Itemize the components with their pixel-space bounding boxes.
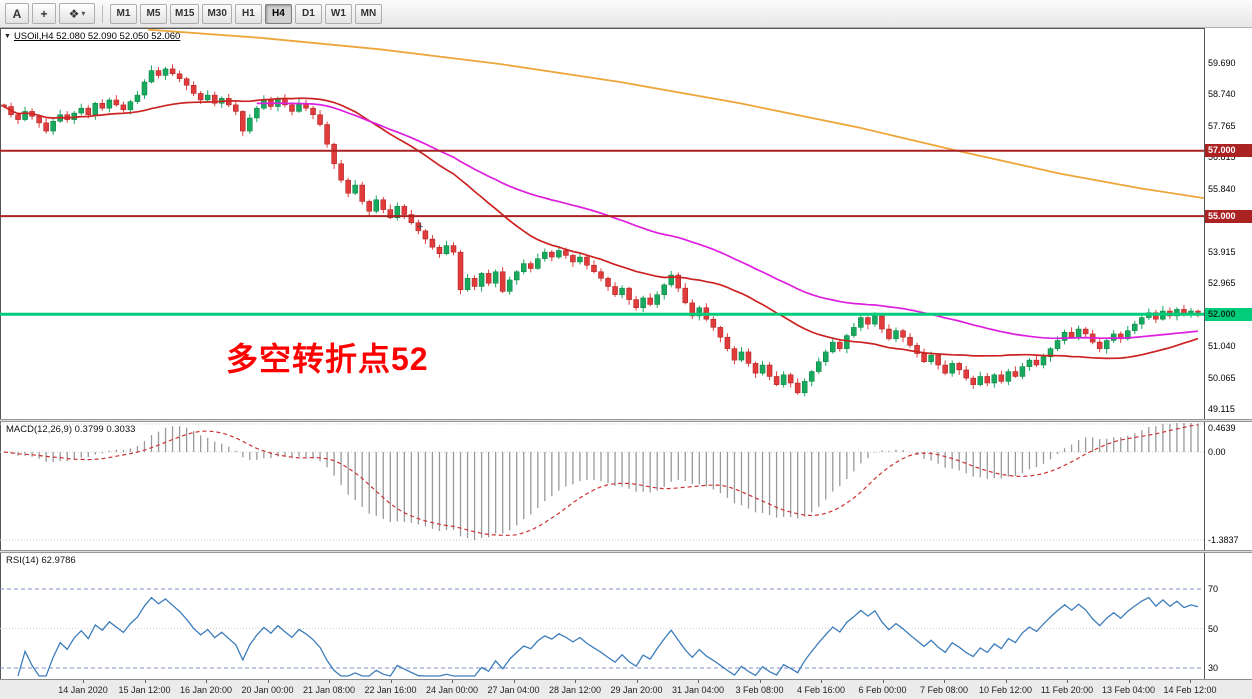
time-axis-tick (944, 680, 945, 683)
price-axis-label: 52.965 (1208, 277, 1236, 288)
timeframe-button-w1[interactable]: W1 (324, 3, 352, 24)
text-label-tool-button[interactable]: A (5, 3, 29, 24)
time-axis-tick (1067, 680, 1068, 683)
macd-label: MACD(12,26,9) 0.3799 0.3033 (6, 424, 136, 435)
timeframe-button-m5[interactable]: M5 (140, 3, 167, 24)
time-axis-tick (1128, 680, 1130, 683)
rsi-axis[interactable]: 70 50 30 (1204, 553, 1252, 679)
time-axis-tick (759, 680, 761, 683)
price-axis-label: 50.065 (1208, 372, 1236, 383)
macd-axis[interactable]: 0.4639 0.00 -1.3837 (1204, 422, 1252, 550)
time-axis-label: 10 Feb 12:00 (978, 685, 1033, 695)
time-axis-tick (83, 680, 84, 683)
time-axis-label: 7 Feb 08:00 (919, 685, 969, 695)
time-axis-label: 11 Feb 20:00 (1040, 685, 1094, 695)
macd-panel: MACD(12,26,9) 0.3799 0.3033 0.4639 0.00 -1… (0, 422, 1252, 550)
timeframe-button-mn[interactable]: MN (354, 3, 382, 24)
rsi-panel: RSI(14) 62.9786 70 50 30 (0, 553, 1252, 679)
price-axis-label: 55.840 (1208, 183, 1236, 194)
time-axis-label: 22 Jan 16:00 (364, 685, 417, 695)
collapse-subwindow-icon[interactable]: ▼ (4, 33, 11, 40)
time-axis-tick (882, 680, 884, 683)
symbol-ohlc-title: USOil,H4 52.080 52.090 52.050 52.060 (13, 31, 181, 42)
timeframe-button-m1[interactable]: M1 (110, 3, 137, 24)
time-axis-tick (636, 680, 638, 683)
price-level-label: 55.000 (1205, 209, 1252, 223)
crosshair-tool-button[interactable]: + (32, 3, 56, 24)
price-axis[interactable]: 59.69058.74057.76556.81555.84054.89053.9… (1204, 28, 1252, 419)
price-axis-label: 59.690 (1208, 57, 1236, 68)
time-axis-label: 20 Jan 00:00 (241, 685, 294, 695)
chart-annotation-text: 多空转折点52 (226, 341, 429, 377)
price-axis-label: 58.740 (1208, 88, 1236, 99)
timeframe-button-d1[interactable]: D1 (294, 3, 322, 24)
time-axis-tick (267, 680, 269, 683)
toolbar: A + ❖ ▾ M1 M5 M15 M30 H1 H4 D1 W1 MN (0, 0, 1252, 28)
time-axis-label: 31 Jan 04:00 (671, 685, 725, 695)
time-axis-label: 6 Feb 00:00 (858, 685, 907, 695)
rsi-axis-label: 50 (1208, 623, 1219, 634)
time-axis-tick (144, 680, 146, 683)
time-axis-tick (821, 680, 822, 683)
time-axis-label: 13 Feb 04:00 (1101, 685, 1156, 695)
time-axis-label: 16 Jan 20:00 (179, 685, 233, 695)
time-axis-label: 14 Feb 12:00 (1163, 685, 1217, 695)
time-axis-tick (698, 680, 699, 683)
time-axis-tick (390, 680, 392, 683)
time-axis[interactable]: 14 Jan 2020 15 Jan 12:00 16 Jan 20:00 20 Ja… (0, 679, 1252, 699)
timeframe-button-h4[interactable]: H4 (264, 3, 292, 24)
time-axis-tick (575, 680, 576, 683)
shapes-tool-button[interactable]: ❖ ▾ (59, 3, 95, 24)
rsi-axis-label: 30 (1208, 663, 1219, 673)
price-level-label: 57.000 (1205, 144, 1252, 158)
time-axis-label: 24 Jan 00:00 (425, 685, 479, 695)
shapes-icon: ❖ (68, 6, 80, 21)
time-axis-tick (452, 680, 453, 683)
candlestick-chart[interactable] (0, 28, 1204, 419)
text-label-icon: A (12, 6, 22, 21)
price-level-label: 52.000 (1205, 307, 1252, 321)
time-axis-tick (206, 680, 207, 683)
time-axis-label: 29 Jan 20:00 (610, 685, 663, 695)
macd-chart[interactable] (0, 422, 1204, 550)
chart-title: ▼ USOil,H4 52.080 52.090 52.050 52.060 (4, 31, 180, 42)
macd-axis-label: -1.3837 (1208, 535, 1239, 545)
macd-axis-label: 0.00 (1208, 447, 1226, 457)
time-axis-label: 28 Jan 12:00 (548, 685, 602, 695)
main-chart-panel: ▼ USOil,H4 52.080 52.090 52.050 52.060 多… (0, 28, 1252, 419)
timeframe-button-h1[interactable]: H1 (234, 3, 262, 24)
price-axis-label: 53.915 (1208, 246, 1236, 257)
time-axis-label: 4 Feb 16:00 (796, 685, 846, 695)
time-axis-label: 15 Jan 12:00 (118, 685, 171, 695)
time-axis-tick (1190, 680, 1191, 683)
time-axis-label: 27 Jan 04:00 (487, 685, 540, 695)
panel-separator[interactable] (0, 550, 1252, 553)
price-axis-label: 49.115 (1208, 403, 1235, 414)
price-axis-label: 57.765 (1208, 120, 1236, 131)
timeframe-button-m15[interactable]: M15 (170, 3, 200, 24)
rsi-label: RSI(14) 62.9786 (6, 555, 76, 566)
plus-marker: + (417, 221, 424, 233)
toolbar-separator (102, 4, 103, 23)
macd-axis-label: 0.4639 (1208, 423, 1236, 433)
rsi-axis-label: 70 (1208, 584, 1219, 594)
price-axis-label: 51.040 (1208, 340, 1236, 351)
crosshair-icon: + (40, 6, 48, 21)
rsi-chart[interactable] (0, 553, 1204, 679)
time-axis-label: 21 Jan 08:00 (302, 685, 356, 695)
chevron-down-icon: ▾ (81, 9, 86, 18)
timeframe-button-m30[interactable]: M30 (202, 3, 232, 24)
time-axis-label: 14 Jan 2020 (58, 685, 108, 695)
time-axis-tick (1005, 680, 1007, 683)
time-axis-tick (513, 680, 515, 683)
time-axis-label: 3 Feb 08:00 (735, 685, 784, 695)
panel-separator[interactable] (0, 419, 1252, 422)
time-axis-tick (329, 680, 330, 683)
